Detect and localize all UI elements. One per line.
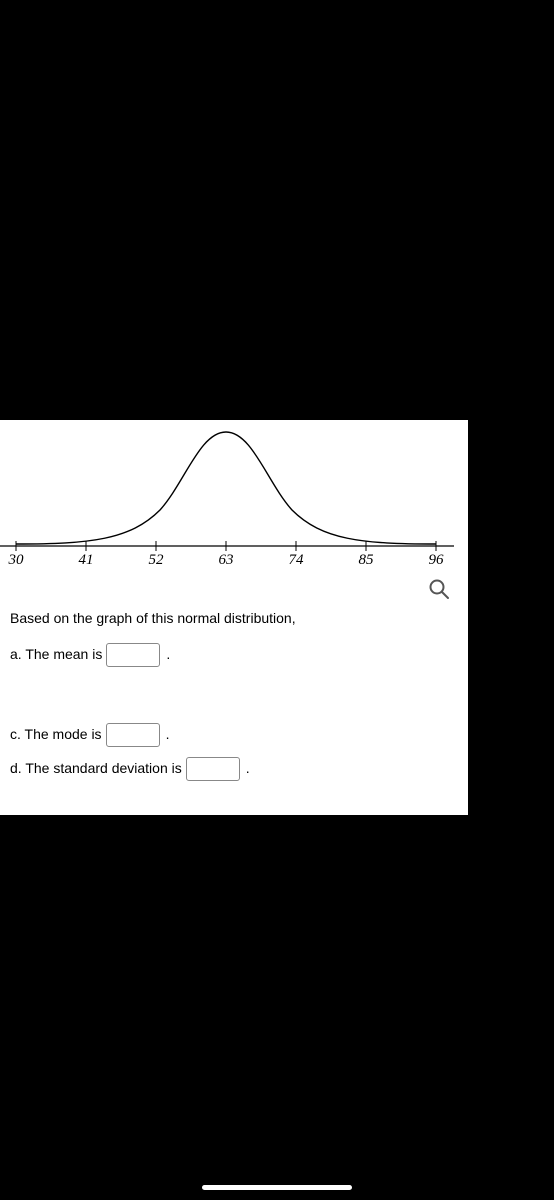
tick-label: 74 (289, 552, 304, 569)
tick-label: 85 (359, 552, 374, 569)
answer-input-c[interactable] (106, 723, 160, 747)
period: . (166, 725, 170, 745)
tick-label: 52 (149, 552, 164, 569)
magnifier-icon[interactable] (428, 578, 450, 605)
tick-label: 96 (429, 552, 444, 569)
question-c: c. The mode is . (10, 723, 458, 747)
question-a-label: a. The mean is (10, 645, 102, 665)
normal-distribution-chart: 30 41 52 63 74 85 96 (0, 420, 468, 575)
worksheet-panel: 30 41 52 63 74 85 96 Based on the graph … (0, 420, 468, 815)
period: . (246, 759, 250, 779)
home-indicator[interactable] (202, 1185, 352, 1190)
tick-label: 41 (79, 552, 94, 569)
tick-label: 30 (9, 552, 24, 569)
answer-input-d[interactable] (186, 757, 240, 781)
question-c-label: c. The mode is (10, 725, 102, 745)
question-block: Based on the graph of this normal distri… (0, 575, 468, 781)
period: . (166, 645, 170, 665)
intro-text: Based on the graph of this normal distri… (10, 609, 458, 629)
axis-tick-labels: 30 41 52 63 74 85 96 (0, 552, 468, 572)
tick-label: 63 (219, 552, 234, 569)
question-d: d. The standard deviation is . (10, 757, 458, 781)
question-d-label: d. The standard deviation is (10, 759, 182, 779)
answer-input-a[interactable] (106, 643, 160, 667)
question-a: a. The mean is . (10, 643, 458, 667)
